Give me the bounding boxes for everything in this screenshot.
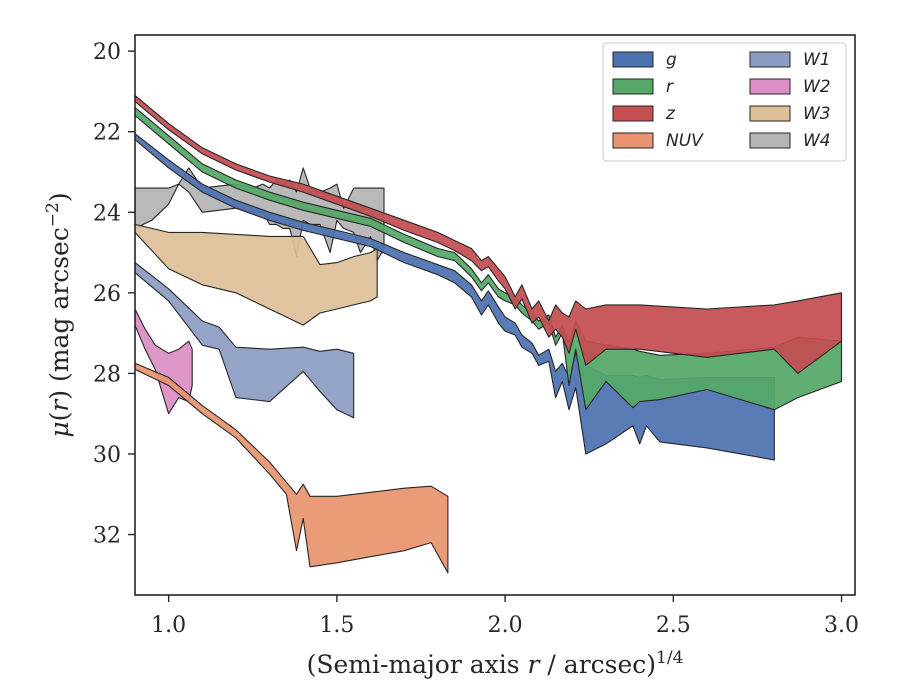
legend-swatch-g (612, 51, 654, 68)
profile-bands (134, 94, 843, 574)
y-tick-label: 28 (93, 362, 121, 387)
x-tick-label: 3.0 (824, 613, 859, 638)
y-tick-label: 30 (93, 443, 121, 468)
y-axis-ticks: 20 22 24 26 28 30 32 (93, 40, 135, 549)
y-axis-title: μ(r) (mag arcsec−2) (43, 192, 74, 437)
legend-swatch-nuv (612, 132, 654, 149)
legend-swatch-w1 (749, 51, 791, 68)
legend-swatch-w3 (749, 105, 791, 122)
x-tick-label: 2.0 (488, 613, 523, 638)
legend-swatch-w2 (749, 78, 791, 95)
legend-swatch-w4 (749, 132, 791, 149)
x-tick-label: 1.0 (151, 613, 186, 638)
y-tick-label: 26 (93, 282, 121, 307)
y-tick-label: 32 (93, 524, 121, 549)
y-tick-label: 22 (93, 121, 121, 146)
legend-label-w1: W1 (803, 50, 831, 70)
x-axis-title: (Semi-major axis r / arcsec)1/4 (307, 648, 684, 679)
band-nuv (134, 362, 449, 574)
legend-swatch-z (612, 105, 654, 122)
legend-label-w4: W4 (803, 131, 831, 151)
legend-label-w2: W2 (803, 77, 831, 97)
legend-label-nuv: NUV (666, 131, 704, 151)
legend-box (602, 42, 847, 162)
y-tick-label: 24 (93, 201, 121, 226)
legend-label-w3: W3 (803, 104, 831, 124)
x-axis-ticks: 1.0 1.5 2.0 2.5 3.0 (151, 595, 859, 638)
legend-swatch-r (612, 78, 654, 95)
band-w3 (134, 223, 378, 326)
band-r (134, 106, 843, 411)
legend-label-r: r (666, 77, 674, 97)
legend-label-g: g (666, 50, 677, 70)
band-w1 (134, 262, 355, 419)
legend-label-z: z (665, 104, 676, 124)
plot-frame (134, 34, 856, 596)
band-z (134, 94, 843, 374)
legend: grz NUV W1 W2 W3 W4 (602, 42, 847, 162)
y-tick-label: 20 (93, 40, 121, 65)
x-tick-label: 2.5 (656, 613, 691, 638)
x-tick-label: 1.5 (319, 613, 354, 638)
